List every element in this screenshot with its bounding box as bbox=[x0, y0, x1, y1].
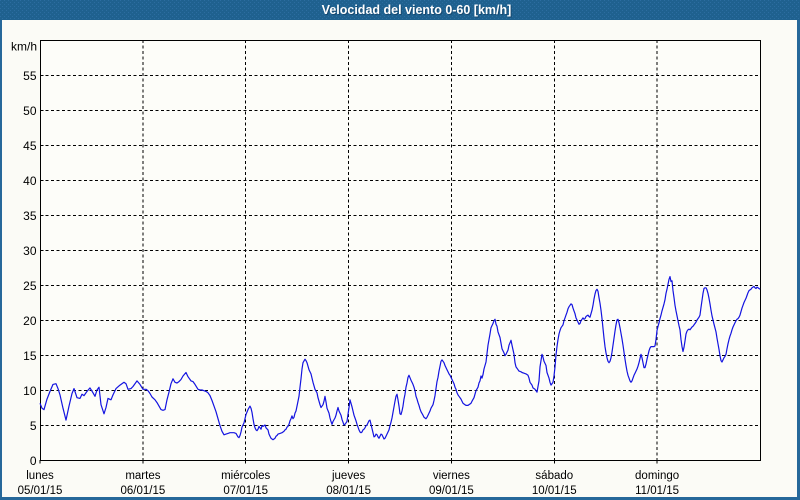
svg-text:30: 30 bbox=[23, 244, 37, 258]
svg-text:08/01/15: 08/01/15 bbox=[326, 485, 371, 497]
svg-text:25: 25 bbox=[23, 279, 37, 293]
svg-text:miércoles: miércoles bbox=[221, 470, 270, 482]
svg-text:15: 15 bbox=[23, 349, 37, 363]
svg-text:09/01/15: 09/01/15 bbox=[429, 485, 474, 497]
svg-text:lunes: lunes bbox=[26, 470, 54, 482]
svg-text:07/01/15: 07/01/15 bbox=[223, 485, 268, 497]
svg-text:20: 20 bbox=[23, 314, 37, 328]
svg-text:06/01/15: 06/01/15 bbox=[121, 485, 166, 497]
svg-text:domingo: domingo bbox=[635, 470, 679, 482]
svg-text:10/01/15: 10/01/15 bbox=[532, 485, 577, 497]
svg-text:05/01/15: 05/01/15 bbox=[18, 485, 63, 497]
svg-text:jueves: jueves bbox=[331, 470, 365, 482]
svg-text:5: 5 bbox=[30, 419, 37, 433]
svg-text:martes: martes bbox=[125, 470, 160, 482]
svg-text:55: 55 bbox=[23, 69, 37, 83]
svg-text:35: 35 bbox=[23, 209, 37, 223]
svg-text:50: 50 bbox=[23, 104, 37, 118]
svg-text:viernes: viernes bbox=[433, 470, 470, 482]
svg-text:40: 40 bbox=[23, 174, 37, 188]
svg-text:11/01/15: 11/01/15 bbox=[635, 485, 679, 497]
svg-text:10: 10 bbox=[23, 384, 37, 398]
svg-text:sábado: sábado bbox=[535, 470, 573, 482]
svg-text:km/h: km/h bbox=[11, 40, 37, 54]
svg-text:0: 0 bbox=[30, 454, 37, 468]
svg-text:45: 45 bbox=[23, 139, 37, 153]
